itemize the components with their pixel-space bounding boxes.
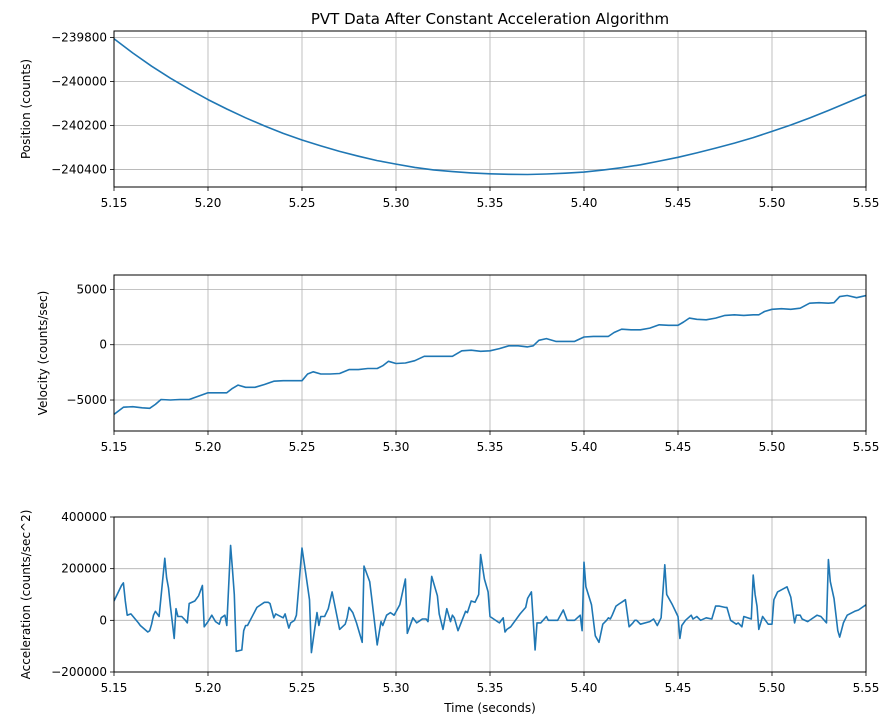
velocity-panel: 5.15 5.20 5.25 5.30 5.35 5.40 5.45 5.50 5.55 5000…	[36, 274, 880, 454]
acceleration-xlabel: Time (seconds)	[443, 701, 536, 715]
position-xtick-label: 5.40	[571, 196, 598, 210]
velocity-axes-frame	[113, 274, 867, 432]
acceleration-xtick-label: 5.40	[571, 681, 598, 695]
velocity-ytick-label: 0	[99, 338, 107, 352]
acceleration-xtick-label: 5.35	[477, 681, 504, 695]
figure-title: PVT Data After Constant Acceleration Alg…	[311, 10, 669, 28]
acceleration-xtick-label: 5.45	[665, 681, 692, 695]
velocity-xtick-label: 5.55	[853, 440, 880, 454]
position-ylabel: Position (counts)	[19, 59, 33, 159]
position-series-line	[114, 38, 866, 176]
velocity-series-line	[114, 294, 866, 416]
acceleration-ytick-label: 400000	[61, 510, 107, 524]
acceleration-axes-frame	[113, 516, 867, 673]
velocity-xtick-label: 5.15	[101, 440, 128, 454]
position-ytick-label: −240000	[51, 75, 107, 89]
position-axes-frame	[113, 30, 867, 188]
acceleration-xtick-label: 5.30	[383, 681, 410, 695]
acceleration-ytick-label: 0	[99, 613, 107, 627]
velocity-xtick-label: 5.35	[477, 440, 504, 454]
acceleration-ytick-label: 200000	[61, 562, 107, 576]
velocity-xtick-label: 5.20	[195, 440, 222, 454]
position-ytick-label: −239800	[51, 31, 107, 45]
position-ytick-label: −240400	[51, 162, 107, 176]
position-panel: 5.15 5.20 5.25 5.30 5.35 5.40 5.45 5.50 5.55 −239…	[19, 30, 880, 210]
velocity-xtick-label: 5.40	[571, 440, 598, 454]
position-ytick-label: −240200	[51, 118, 107, 132]
position-xtick-label: 5.20	[195, 196, 222, 210]
position-xtick-label: 5.35	[477, 196, 504, 210]
acceleration-series-line	[114, 544, 866, 654]
velocity-ytick-label: −5000	[66, 393, 107, 407]
acceleration-xtick-label: 5.25	[289, 681, 316, 695]
velocity-xtick-label: 5.30	[383, 440, 410, 454]
acceleration-xtick-label: 5.50	[759, 681, 786, 695]
position-xtick-label: 5.15	[101, 196, 128, 210]
velocity-xtick-label: 5.50	[759, 440, 786, 454]
velocity-ytick-label: 5000	[76, 282, 107, 296]
position-xtick-label: 5.55	[853, 196, 880, 210]
acceleration-ylabel: Acceleration (counts/sec^2)	[19, 510, 33, 680]
acceleration-xtick-label: 5.20	[195, 681, 222, 695]
velocity-xtick-label: 5.25	[289, 440, 316, 454]
acceleration-panel: 5.15 5.20 5.25 5.30 5.35 5.40 5.45 5.50 5.55 4000…	[19, 510, 879, 715]
velocity-xtick-label: 5.45	[665, 440, 692, 454]
position-xtick-label: 5.30	[383, 196, 410, 210]
acceleration-xtick-label: 5.15	[101, 681, 128, 695]
position-xtick-label: 5.25	[289, 196, 316, 210]
position-xtick-label: 5.45	[665, 196, 692, 210]
acceleration-ytick-label: −200000	[51, 665, 107, 679]
acceleration-xtick-label: 5.55	[853, 681, 880, 695]
velocity-ylabel: Velocity (counts/sec)	[36, 291, 50, 416]
position-xtick-label: 5.50	[759, 196, 786, 210]
